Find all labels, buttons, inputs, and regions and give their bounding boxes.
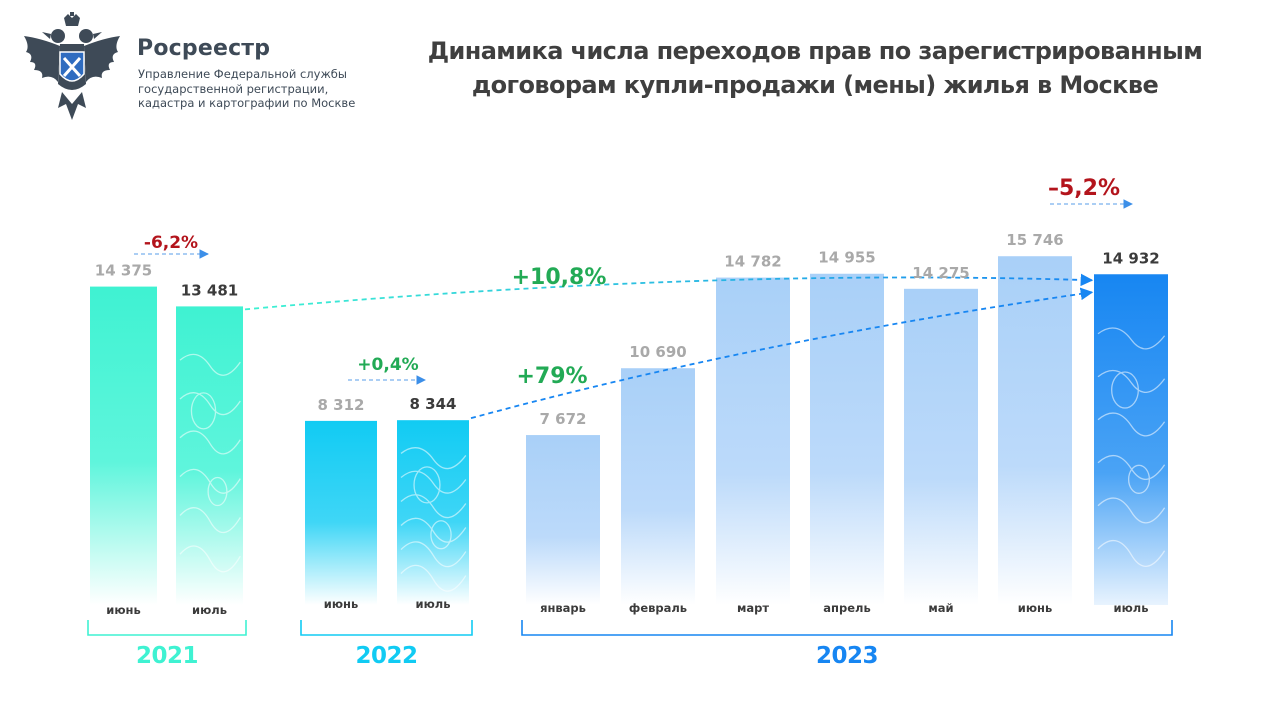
org-name: Росреестр xyxy=(137,36,271,61)
year-label: 2022 xyxy=(355,643,417,669)
yoy-change-label: +79% xyxy=(516,364,587,389)
year-bracket xyxy=(87,620,247,636)
value-label: 15 746 xyxy=(1006,231,1063,249)
mom-change-label: –5,2% xyxy=(1048,176,1120,201)
month-label: июль xyxy=(416,597,451,611)
month-label: июнь xyxy=(324,597,358,611)
org-description-line: кадастра и картографии по Москве xyxy=(138,96,356,110)
bar-2023-январь xyxy=(526,435,600,605)
chart-title-line: договорам купли-продажи (мены) жилья в М… xyxy=(471,71,1159,99)
bar-2023-март xyxy=(716,277,790,605)
bar-pattern xyxy=(179,353,241,573)
year-bracket xyxy=(300,620,473,636)
month-label: апрель xyxy=(823,601,870,615)
month-label: июль xyxy=(192,603,227,617)
org-description: Управление Федеральной службы государств… xyxy=(138,67,368,111)
bar-pattern xyxy=(1097,327,1166,567)
value-label: 8 312 xyxy=(318,396,365,414)
month-label: январь xyxy=(540,601,586,615)
value-label: 8 344 xyxy=(410,395,457,413)
bar-2021-июнь xyxy=(90,286,157,605)
bar-2023-апрель xyxy=(810,273,884,605)
yoy-arrow-2022 xyxy=(470,287,1094,420)
value-label: 13 481 xyxy=(181,281,238,299)
month-label: июнь xyxy=(106,603,140,617)
yoy-arrow-2021 xyxy=(244,273,1094,311)
value-label: 14 275 xyxy=(912,264,969,282)
bar-2023-май xyxy=(904,288,978,605)
value-label: 10 690 xyxy=(629,343,686,361)
yoy-change-label: +10,8% xyxy=(512,265,607,290)
year-label: 2021 xyxy=(136,643,198,669)
month-label: июнь xyxy=(1018,601,1052,615)
month-label: май xyxy=(928,601,953,615)
mom-change-label: -6,2% xyxy=(144,233,198,253)
org-description-line: государственной регистрации, xyxy=(138,81,329,96)
month-label: март xyxy=(737,601,769,615)
bar-2023-февраль xyxy=(621,368,695,605)
rosreestr-emblem-icon xyxy=(24,12,120,120)
chart-title-line: Динамика числа переходов прав по зарегис… xyxy=(427,37,1203,65)
chart-title: Динамика числа переходов прав по зарегис… xyxy=(395,34,1235,102)
year-label: 2023 xyxy=(816,643,878,669)
bar-2022-июль xyxy=(397,420,469,605)
month-label: февраль xyxy=(629,601,687,615)
month-label: июль xyxy=(1114,601,1149,615)
value-label: 14 932 xyxy=(1102,249,1159,267)
value-label: 14 782 xyxy=(724,253,781,271)
mom-change-label: +0,4% xyxy=(357,355,418,375)
year-bracket xyxy=(521,620,1173,636)
value-label: 7 672 xyxy=(540,410,587,428)
value-label: 14 955 xyxy=(818,249,875,267)
value-label: 14 375 xyxy=(95,262,152,280)
bar-2023-июнь xyxy=(998,256,1072,605)
bar-2022-июнь xyxy=(305,420,377,605)
bar-pattern xyxy=(400,447,467,592)
org-description-line: Управление Федеральной службы xyxy=(138,67,347,81)
